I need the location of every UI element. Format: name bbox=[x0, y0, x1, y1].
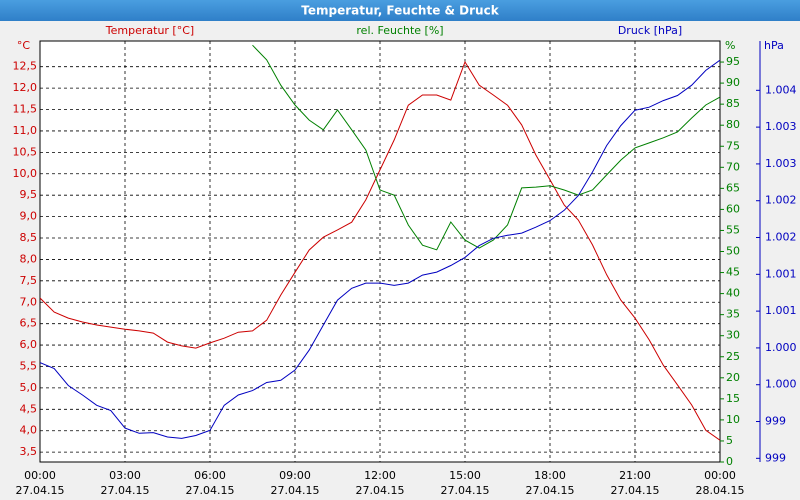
y-tick-label: 6,0 bbox=[20, 338, 38, 351]
y-tick-label: 10,5 bbox=[13, 145, 38, 158]
series-name: Druck [hPa] bbox=[618, 24, 682, 37]
x-tick-label: 18:00 bbox=[534, 469, 566, 482]
x-tick-date: 27.04.15 bbox=[526, 484, 575, 497]
y2-tick-label: 10 bbox=[726, 413, 740, 426]
y-tick-label: 4,5 bbox=[20, 402, 38, 415]
chart-title: Temperatur, Feuchte & Druck bbox=[301, 4, 499, 18]
y-tick-label: 11,5 bbox=[13, 103, 38, 116]
x-tick-label: 15:00 bbox=[449, 469, 481, 482]
y2-tick-label: 60 bbox=[726, 202, 740, 215]
y2-tick-label: 40 bbox=[726, 287, 740, 300]
y-tick-label: 8,0 bbox=[20, 252, 38, 265]
x-tick-date: 27.04.15 bbox=[101, 484, 150, 497]
y3-tick-label: 1.000 bbox=[765, 341, 797, 354]
x-tick-label: 06:00 bbox=[194, 469, 226, 482]
x-tick-date: 27.04.15 bbox=[271, 484, 320, 497]
y2-tick-label: 90 bbox=[726, 76, 740, 89]
y2-tick-label: 25 bbox=[726, 350, 740, 363]
x-tick-date: 27.04.15 bbox=[441, 484, 490, 497]
y-tick-label: 3,5 bbox=[20, 445, 38, 458]
y3-tick-label: 999 bbox=[765, 451, 786, 464]
series-line bbox=[40, 60, 720, 441]
x-tick-date: 28.04.15 bbox=[696, 484, 745, 497]
series-line bbox=[40, 59, 720, 439]
title-bar bbox=[0, 0, 800, 21]
y-tick-label: 5,0 bbox=[20, 381, 38, 394]
y2-tick-label: 20 bbox=[726, 371, 740, 384]
y3-tick-label: 1.003 bbox=[765, 120, 797, 133]
series-name: Temperatur [°C] bbox=[105, 24, 194, 37]
y2-tick-label: 75 bbox=[726, 139, 740, 152]
x-tick-label: 00:00 bbox=[704, 469, 736, 482]
x-tick-label: 00:00 bbox=[24, 469, 56, 482]
y2-tick-label: 5 bbox=[726, 434, 733, 447]
y3-tick-label: 1.001 bbox=[765, 304, 797, 317]
series-line bbox=[252, 44, 720, 251]
y2-tick-label: 45 bbox=[726, 266, 740, 279]
y3-unit: hPa bbox=[764, 39, 784, 52]
series-name: rel. Feuchte [%] bbox=[356, 24, 443, 37]
y-tick-label: 12,0 bbox=[13, 81, 38, 94]
y2-tick-label: 70 bbox=[726, 160, 740, 173]
x-tick-date: 27.04.15 bbox=[611, 484, 660, 497]
y-tick-label: 8,5 bbox=[20, 231, 38, 244]
y-tick-label: 4,0 bbox=[20, 424, 38, 437]
y3-tick-label: 999 bbox=[765, 415, 786, 428]
y3-tick-label: 1.002 bbox=[765, 231, 797, 244]
x-tick-label: 09:00 bbox=[279, 469, 311, 482]
x-tick-date: 27.04.15 bbox=[186, 484, 235, 497]
y-tick-label: 10,0 bbox=[13, 167, 38, 180]
y2-tick-label: 30 bbox=[726, 329, 740, 342]
y3-tick-label: 1.001 bbox=[765, 267, 797, 280]
x-tick-label: 12:00 bbox=[364, 469, 396, 482]
y-tick-label: 7,0 bbox=[20, 295, 38, 308]
y-tick-label: 11,0 bbox=[13, 124, 38, 137]
y2-tick-label: 55 bbox=[726, 223, 740, 236]
y-tick-label: 12,5 bbox=[13, 60, 38, 73]
y2-tick-label: 0 bbox=[726, 455, 733, 468]
y2-tick-label: 50 bbox=[726, 245, 740, 258]
y-tick-label: 5,5 bbox=[20, 359, 38, 372]
y-tick-label: 9,5 bbox=[20, 188, 38, 201]
y2-tick-label: 35 bbox=[726, 308, 740, 321]
x-tick-label: 21:00 bbox=[619, 469, 651, 482]
y2-tick-label: 15 bbox=[726, 392, 740, 405]
y3-tick-label: 1.000 bbox=[765, 378, 797, 391]
y-tick-label: 6,5 bbox=[20, 317, 38, 330]
y3-tick-label: 1.003 bbox=[765, 157, 797, 170]
x-tick-date: 27.04.15 bbox=[356, 484, 405, 497]
y-tick-label: 7,5 bbox=[20, 274, 38, 287]
y2-tick-label: 95 bbox=[726, 55, 740, 68]
y2-tick-label: 85 bbox=[726, 97, 740, 110]
x-tick-date: 27.04.15 bbox=[16, 484, 65, 497]
y3-tick-label: 1.004 bbox=[765, 83, 797, 96]
y-tick-label: 9,0 bbox=[20, 210, 38, 223]
y-unit: °C bbox=[17, 39, 31, 52]
y2-unit: % bbox=[725, 39, 735, 52]
x-tick-label: 03:00 bbox=[109, 469, 141, 482]
y2-tick-label: 65 bbox=[726, 181, 740, 194]
y3-tick-label: 1.002 bbox=[765, 194, 797, 207]
y2-tick-label: 80 bbox=[726, 118, 740, 131]
